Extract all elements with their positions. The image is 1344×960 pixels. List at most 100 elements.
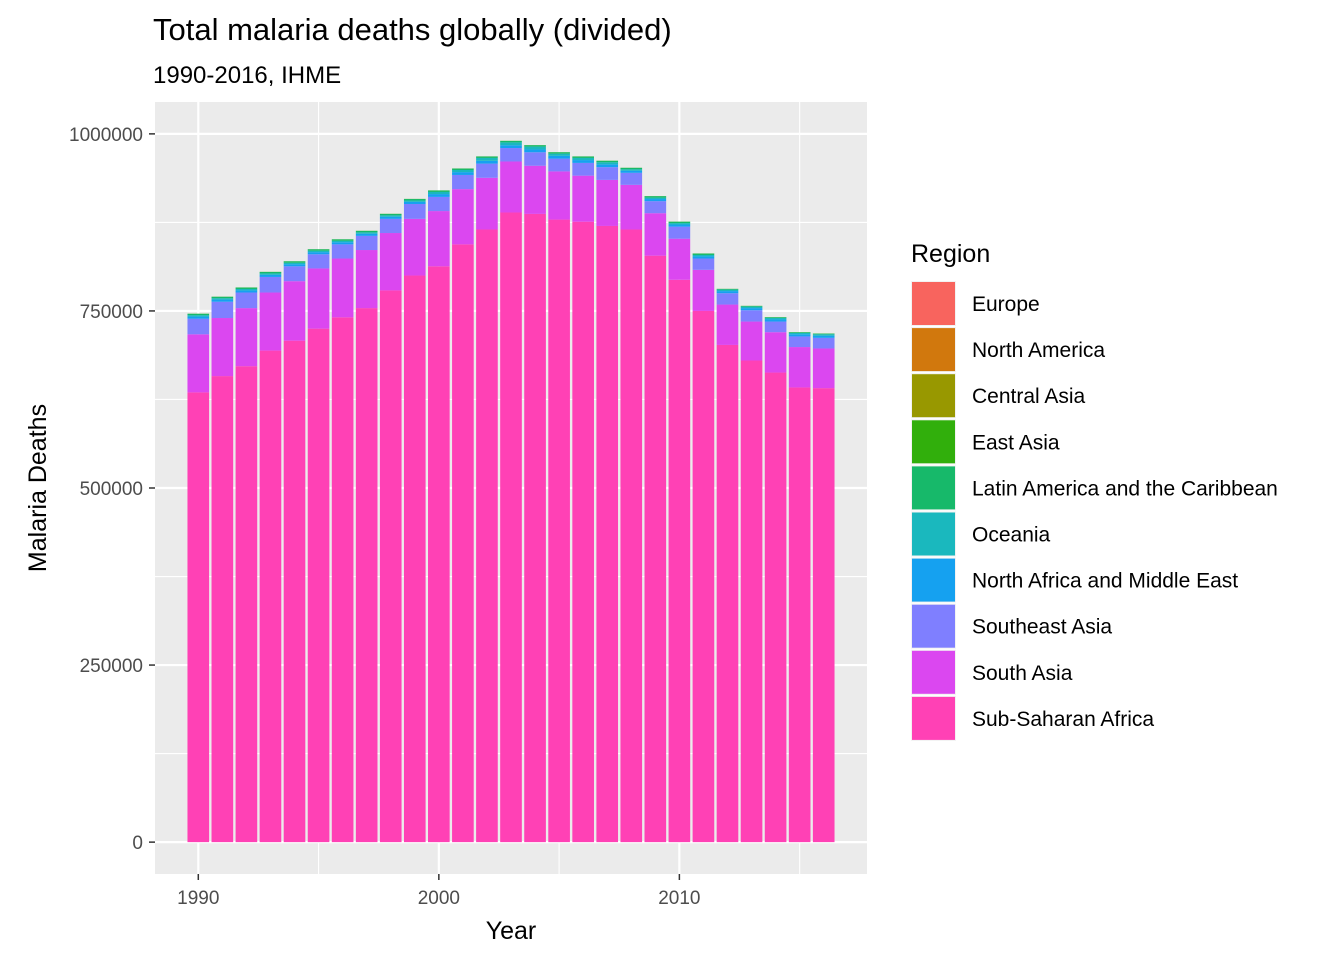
legend-swatch (912, 512, 955, 556)
chart-title: Total malaria deaths globally (divided) (153, 12, 672, 47)
bar-segment (644, 213, 667, 256)
bar-segment (788, 336, 811, 348)
bar-segment (692, 258, 715, 270)
bar-segment (548, 155, 570, 159)
bar-segment (548, 219, 570, 843)
bar-segment (788, 334, 811, 337)
bar-segment (403, 199, 426, 201)
bar-segment (548, 158, 570, 172)
bar-segment (812, 334, 835, 336)
bar-segment (740, 321, 763, 361)
legend-swatch (912, 374, 955, 418)
bar-segment (548, 152, 570, 154)
bar-segment (524, 149, 546, 153)
legend-swatch (912, 558, 955, 602)
bar-segment (283, 281, 306, 341)
y-tick-label: 0 (132, 833, 143, 854)
bar-segment (764, 321, 787, 333)
bar-segment (644, 197, 667, 200)
bar-segment (355, 235, 378, 251)
bar-segment (596, 162, 619, 165)
bar-segment (812, 388, 835, 843)
bar-segment (620, 169, 643, 171)
bar-segment (259, 271, 282, 274)
legend-title: Region (911, 240, 990, 268)
legend-swatch (912, 466, 955, 510)
bar-segment (644, 196, 667, 198)
bar-segment (644, 255, 667, 843)
legend-entry-label: Sub-Saharan Africa (972, 708, 1154, 731)
bar-segment (692, 253, 715, 255)
bar-segment (331, 242, 354, 245)
bar-segment (668, 226, 691, 239)
bar-segment (812, 335, 835, 338)
y-tick-label: 250000 (80, 656, 143, 677)
bar-segment (788, 332, 811, 333)
bar-segment (476, 160, 498, 164)
bar-segment (235, 287, 258, 289)
legend-entry-label: Oceania (972, 524, 1051, 547)
bar-segment (476, 163, 498, 178)
bar-segment (403, 203, 426, 219)
bar-segment (644, 199, 667, 202)
bar-segment (331, 317, 354, 843)
bar-segment (716, 293, 739, 305)
bar-segment (620, 167, 643, 170)
bar-segment (812, 348, 835, 389)
y-axis-ticks: 0 250000 500000 750000 1000000 (69, 125, 155, 854)
y-axis-label: Malaria Deaths (24, 404, 52, 572)
legend-swatch (912, 282, 955, 325)
bar-segment (259, 273, 282, 275)
x-tick-label: 2000 (418, 888, 460, 909)
legend-entry-label: Latin America and the Caribbean (972, 477, 1278, 500)
bar-segment (331, 258, 354, 318)
bar-segment (668, 224, 691, 227)
bar-segment (379, 213, 402, 216)
bars (187, 140, 835, 843)
bar-segment (355, 233, 378, 236)
bar-segment (235, 290, 258, 293)
legend-swatch (912, 696, 955, 740)
x-axis-label: Year (486, 917, 537, 945)
bar-segment (211, 298, 234, 300)
bar-segment (668, 223, 691, 225)
bar-segment (764, 317, 787, 319)
bar-segment (596, 167, 619, 180)
y-tick-label: 1000000 (69, 125, 143, 146)
bar-segment (428, 191, 450, 195)
bar-segment (187, 313, 210, 316)
bar-segment (572, 156, 594, 158)
legend-entry-label: South Asia (972, 662, 1073, 685)
bar-segment (500, 212, 522, 843)
legend-entry-label: Southeast Asia (972, 616, 1112, 639)
bar-segment (235, 366, 258, 843)
bar-segment (500, 148, 522, 162)
y-tick-label: 750000 (80, 302, 143, 323)
bar-segment (403, 218, 426, 276)
chart-subtitle: 1990-2016, IHME (153, 62, 341, 89)
bar-segment (524, 152, 546, 166)
bar-segment (283, 262, 306, 265)
bar-segment (572, 160, 594, 163)
bar-segment (235, 308, 258, 367)
bar-segment (187, 315, 210, 317)
y-tick-label: 500000 (80, 479, 143, 500)
bar-segment (500, 140, 522, 143)
bar-segment (259, 276, 282, 293)
bar-segment (476, 156, 498, 158)
bar-segment (644, 201, 667, 214)
bar-segment (764, 332, 787, 373)
bar-segment (668, 238, 691, 280)
bar-segment (283, 340, 306, 843)
bar-segment (668, 221, 691, 224)
bar-segment (452, 172, 474, 175)
bar-segment (572, 157, 594, 161)
bar-segment (740, 306, 763, 309)
bar-segment (211, 299, 234, 302)
bar-segment (211, 296, 234, 299)
bar-segment (307, 250, 330, 253)
bar-segment (428, 266, 450, 843)
legend-swatch (912, 604, 955, 648)
bar-segment (379, 215, 402, 217)
bar-segment (187, 316, 210, 319)
